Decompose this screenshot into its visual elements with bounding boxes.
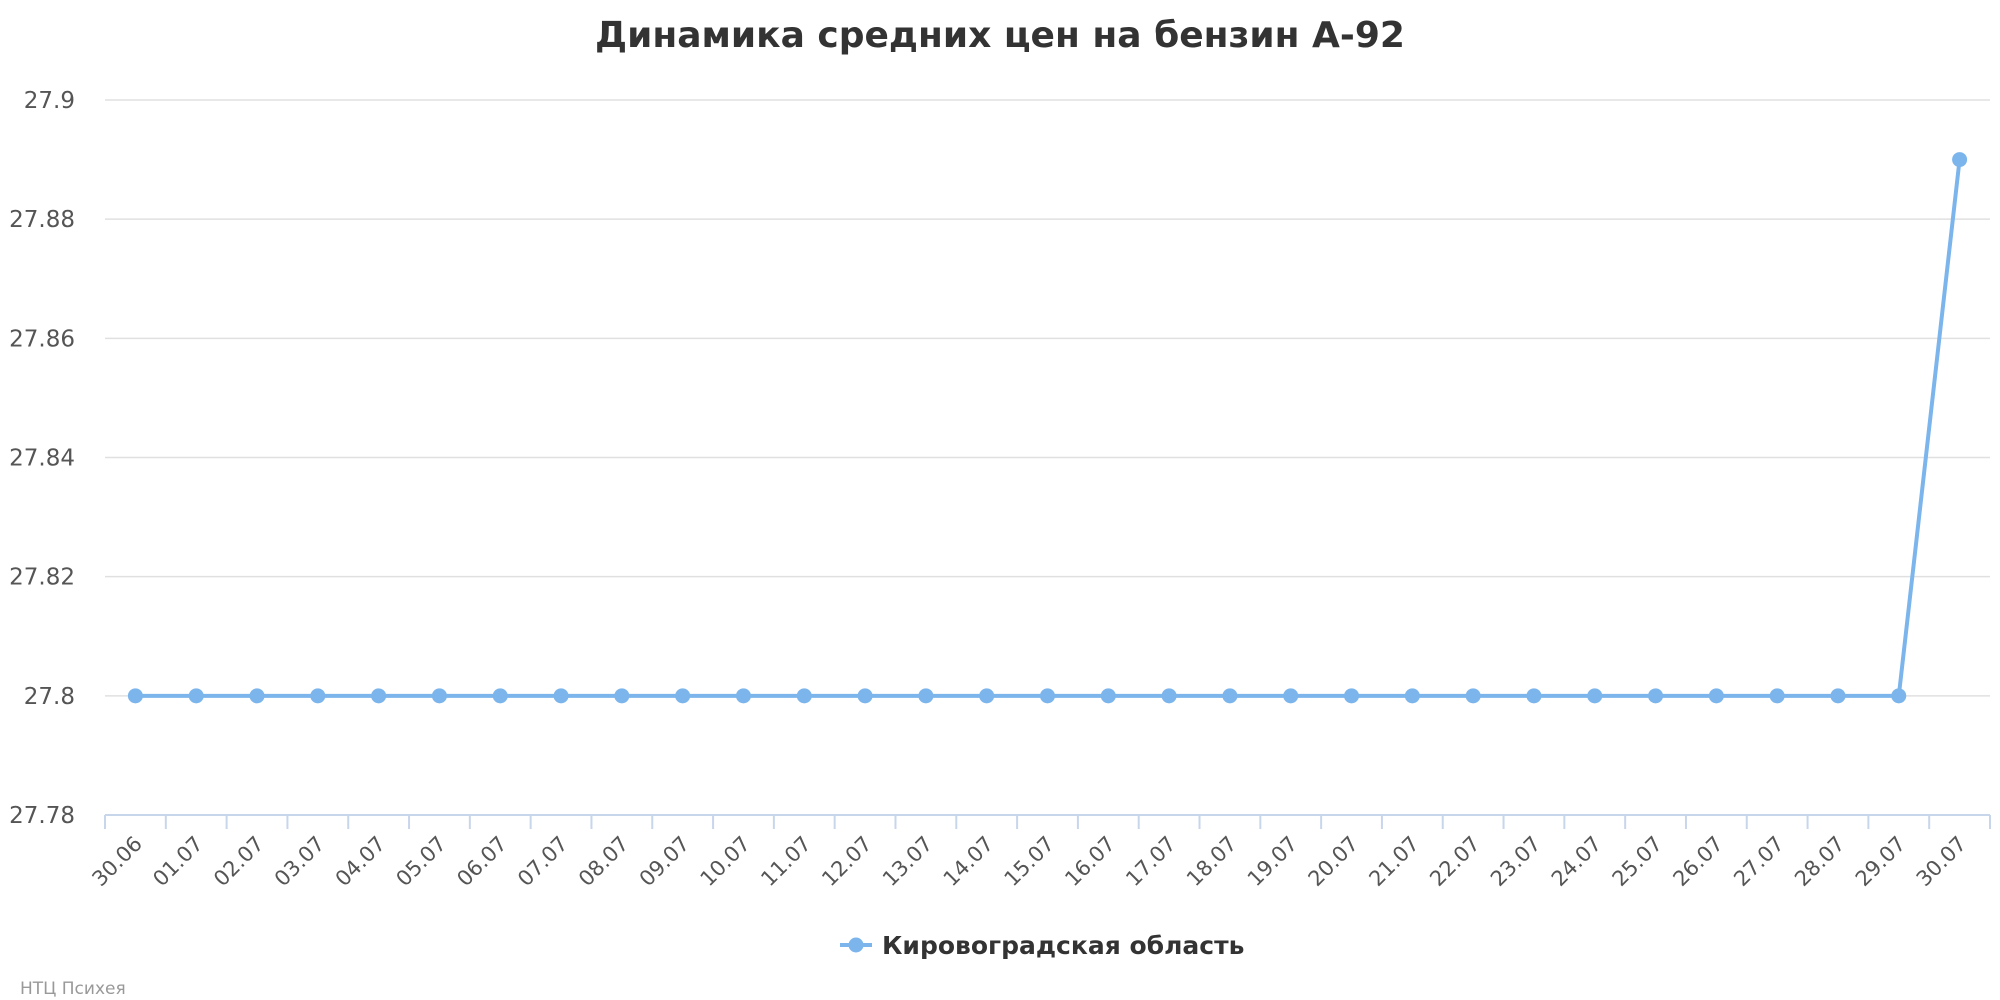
data-point[interactable] — [188, 688, 204, 704]
x-tick-label: 30.06 — [87, 832, 146, 891]
legend[interactable]: Кировоградская область — [840, 931, 1244, 960]
data-point[interactable] — [1161, 688, 1177, 704]
data-point[interactable] — [371, 688, 387, 704]
data-point[interactable] — [1526, 688, 1542, 704]
data-point[interactable] — [1587, 688, 1603, 704]
credit-label: НТЦ Психея — [20, 979, 126, 999]
y-axis-labels: 27.78 27.8 27.82 27.84 27.86 27.88 27.9 — [9, 88, 75, 829]
y-tick-label: 27.84 — [9, 446, 75, 472]
data-point[interactable] — [1891, 688, 1907, 704]
x-tick-label: 06.07 — [452, 832, 511, 891]
x-tick-label: 02.07 — [209, 832, 268, 891]
x-tick-label: 10.07 — [696, 832, 755, 891]
x-tick-label: 19.07 — [1243, 832, 1302, 891]
data-point[interactable] — [553, 688, 569, 704]
x-tick-label: 07.07 — [513, 832, 572, 891]
data-point[interactable] — [675, 688, 691, 704]
y-tick-label: 27.86 — [9, 326, 75, 352]
y-tick-label: 27.88 — [9, 207, 75, 233]
x-tick-label: 04.07 — [331, 832, 390, 891]
x-tick-label: 11.07 — [756, 832, 815, 891]
x-tick-label: 03.07 — [270, 832, 329, 891]
x-tick-label: 12.07 — [817, 832, 876, 891]
data-point[interactable] — [431, 688, 447, 704]
data-point[interactable] — [1344, 688, 1360, 704]
x-tick-label: 18.07 — [1182, 832, 1241, 891]
y-tick-label: 27.8 — [24, 684, 75, 710]
data-point[interactable] — [1283, 688, 1299, 704]
data-point[interactable] — [1100, 688, 1116, 704]
x-tick-label: 01.07 — [148, 832, 207, 891]
data-point[interactable] — [796, 688, 812, 704]
x-tick-label: 05.07 — [391, 832, 450, 891]
legend-label[interactable]: Кировоградская область — [882, 931, 1244, 960]
x-tick-label: 20.07 — [1304, 832, 1363, 891]
chart-title: Динамика средних цен на бензин А-92 — [595, 15, 1405, 56]
x-tick-label: 08.07 — [574, 832, 633, 891]
x-tick-label: 16.07 — [1060, 832, 1119, 891]
data-point[interactable] — [127, 688, 143, 704]
data-point[interactable] — [1222, 688, 1238, 704]
x-tick-label: 29.07 — [1851, 832, 1910, 891]
data-point[interactable] — [1830, 688, 1846, 704]
x-tick-label: 14.07 — [939, 832, 998, 891]
x-tick-label: 21.07 — [1364, 832, 1423, 891]
data-point[interactable] — [614, 688, 630, 704]
data-point[interactable] — [1708, 688, 1724, 704]
series-line — [133, 157, 1962, 698]
x-tick-label: 09.07 — [635, 832, 694, 891]
y-tick-label: 27.82 — [9, 565, 75, 591]
x-tick-label: 30.07 — [1912, 832, 1971, 891]
legend-marker — [848, 937, 864, 953]
x-tick-label: 17.07 — [1121, 832, 1180, 891]
data-point[interactable] — [918, 688, 934, 704]
data-point[interactable] — [1648, 688, 1664, 704]
data-point[interactable] — [1769, 688, 1785, 704]
data-point[interactable] — [979, 688, 995, 704]
series-layer — [127, 152, 1968, 704]
x-tick-label: 23.07 — [1486, 832, 1545, 891]
data-point[interactable] — [492, 688, 508, 704]
x-axis: 30.06 01.07 02.07 03.07 04.07 05.07 06.07 07.07… — [87, 814, 1991, 891]
data-point[interactable] — [310, 688, 326, 704]
y-tick-label: 27.78 — [9, 803, 75, 829]
x-tick-label: 27.07 — [1729, 832, 1788, 891]
x-tick-label: 25.07 — [1608, 832, 1667, 891]
data-point[interactable] — [735, 688, 751, 704]
x-tick-label: 24.07 — [1547, 832, 1606, 891]
x-tick-label: 15.07 — [1000, 832, 1059, 891]
x-tick-label: 13.07 — [878, 832, 937, 891]
data-point[interactable] — [1952, 152, 1968, 168]
x-tick-label: 22.07 — [1425, 832, 1484, 891]
x-tick-label: 28.07 — [1790, 832, 1849, 891]
data-point[interactable] — [1040, 688, 1055, 704]
data-point[interactable] — [249, 688, 265, 704]
data-point[interactable] — [1404, 688, 1420, 704]
y-tick-label: 27.9 — [24, 88, 75, 114]
y-gridlines — [105, 99, 1990, 697]
x-tick-label: 26.07 — [1668, 832, 1727, 891]
data-point[interactable] — [857, 688, 873, 704]
data-point[interactable] — [1465, 688, 1481, 704]
